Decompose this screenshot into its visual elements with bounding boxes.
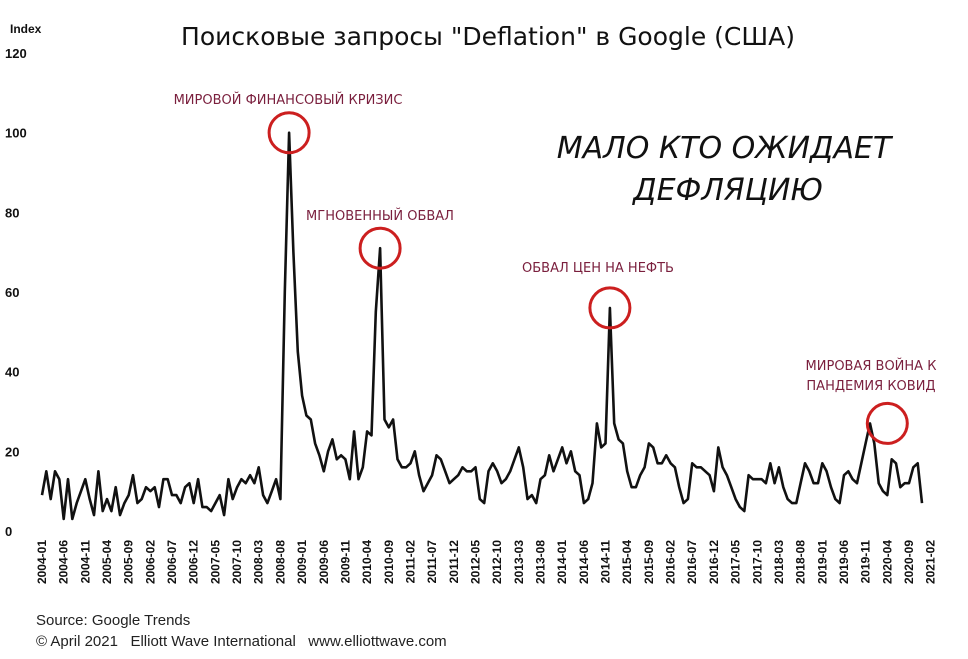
x-tick-label: 2009-01 [295, 540, 309, 584]
y-tick-label: 0 [5, 524, 12, 539]
annotation-financial-crisis: МИРОВОЙ ФИНАНСОВЫЙ КРИЗИС [174, 92, 403, 155]
annotation-label: ОБВАЛ ЦЕН НА НЕФТЬ [522, 261, 674, 276]
x-tick-label: 2017-10 [750, 540, 764, 584]
chart-title: Поисковые запросы "Deflation" в Google (… [181, 22, 795, 51]
y-axis: 0 20 40 60 80 100 120 [5, 46, 27, 539]
x-tick-label: 2020-04 [880, 540, 894, 584]
x-tick-label: 2008-08 [273, 540, 287, 584]
annotation-label: МГНОВЕННЫЙ ОБВАЛ [306, 208, 454, 224]
annotation-oil-crash: ОБВАЛ ЦЕН НА НЕФТЬ [522, 261, 674, 330]
x-tick-label: 2009-06 [317, 540, 331, 584]
y-tick-label: 40 [5, 365, 19, 380]
x-tick-label: 2019-11 [859, 540, 873, 584]
source-note: Source: Google Trends [36, 612, 190, 629]
x-tick-label: 2019-06 [837, 540, 851, 584]
x-tick-label: 2007-05 [208, 540, 222, 584]
annotation-circle [267, 111, 311, 155]
y-tick-label: 60 [5, 285, 19, 300]
x-tick-label: 2014-11 [599, 540, 613, 584]
x-tick-label: 2004-11 [78, 540, 92, 584]
x-tick-label: 2004-06 [57, 540, 71, 584]
x-tick-label: 2009-11 [338, 540, 352, 584]
x-tick-label: 2005-04 [100, 540, 114, 584]
y-tick-label: 80 [5, 205, 19, 220]
x-tick-label: 2007-10 [230, 540, 244, 584]
x-tick-label: 2006-07 [165, 540, 179, 584]
x-tick-label: 2018-08 [794, 540, 808, 584]
annotation-label-line-2: ПАНДЕМИЯ КОВИД [806, 379, 935, 394]
x-tick-label: 2014-01 [555, 540, 569, 584]
annotation-circle [588, 286, 632, 330]
x-tick-label: 2017-05 [729, 540, 743, 584]
x-tick-label: 2018-03 [772, 540, 786, 584]
x-tick-label: 2012-05 [469, 540, 483, 584]
x-tick-label: 2019-01 [815, 540, 829, 584]
annotation-flash-crash: МГНОВЕННЫЙ ОБВАЛ [306, 208, 454, 270]
x-tick-label: 2013-03 [512, 540, 526, 584]
x-tick-label: 2013-08 [534, 540, 548, 584]
annotation-circle [358, 226, 402, 270]
x-tick-label: 2016-02 [664, 540, 678, 584]
x-axis: 2004-01 2004-06 2004-11 2005-04 2005-09 2006-… [35, 540, 938, 584]
x-tick-label: 2005-09 [122, 540, 136, 584]
annotation-label-line-1: МИРОВАЯ ВОЙНА К [806, 358, 937, 374]
annotation-label: МИРОВОЙ ФИНАНСОВЫЙ КРИЗИС [174, 92, 403, 108]
x-tick-label: 2016-12 [707, 540, 721, 584]
x-tick-label: 2020-09 [902, 540, 916, 584]
x-tick-label: 2010-09 [382, 540, 396, 584]
y-tick-label: 100 [5, 126, 27, 141]
x-tick-label: 2015-09 [642, 540, 656, 584]
annotation-covid: МИРОВАЯ ВОЙНА К ПАНДЕМИЯ КОВИД [806, 358, 937, 445]
series-line [40, 131, 924, 521]
x-tick-label: 2016-07 [685, 540, 699, 584]
x-tick-label: 2011-12 [447, 540, 461, 584]
x-tick-label: 2015-04 [620, 540, 634, 584]
x-tick-label: 2004-01 [35, 540, 49, 584]
x-tick-label: 2010-04 [360, 540, 374, 584]
y-tick-label: 120 [5, 46, 27, 61]
annotation-circle [865, 401, 909, 445]
callout-line-1: МАЛО КТО ОЖИДАЕТ [557, 131, 894, 166]
x-tick-label: 2011-02 [404, 540, 418, 584]
x-tick-label: 2021-02 [924, 540, 938, 584]
x-tick-label: 2006-12 [187, 540, 201, 584]
x-tick-label: 2008-03 [252, 540, 266, 584]
x-tick-label: 2006-02 [143, 540, 157, 584]
copyright-note: © April 2021 Elliott Wave International … [36, 633, 447, 650]
x-tick-label: 2014-06 [577, 540, 591, 584]
y-axis-label: Index [10, 22, 42, 36]
y-tick-label: 20 [5, 444, 19, 459]
callout-line-2: ДЕФЛЯЦИЮ [631, 173, 823, 208]
x-tick-label: 2012-10 [490, 540, 504, 584]
x-tick-label: 2011-07 [425, 540, 439, 584]
